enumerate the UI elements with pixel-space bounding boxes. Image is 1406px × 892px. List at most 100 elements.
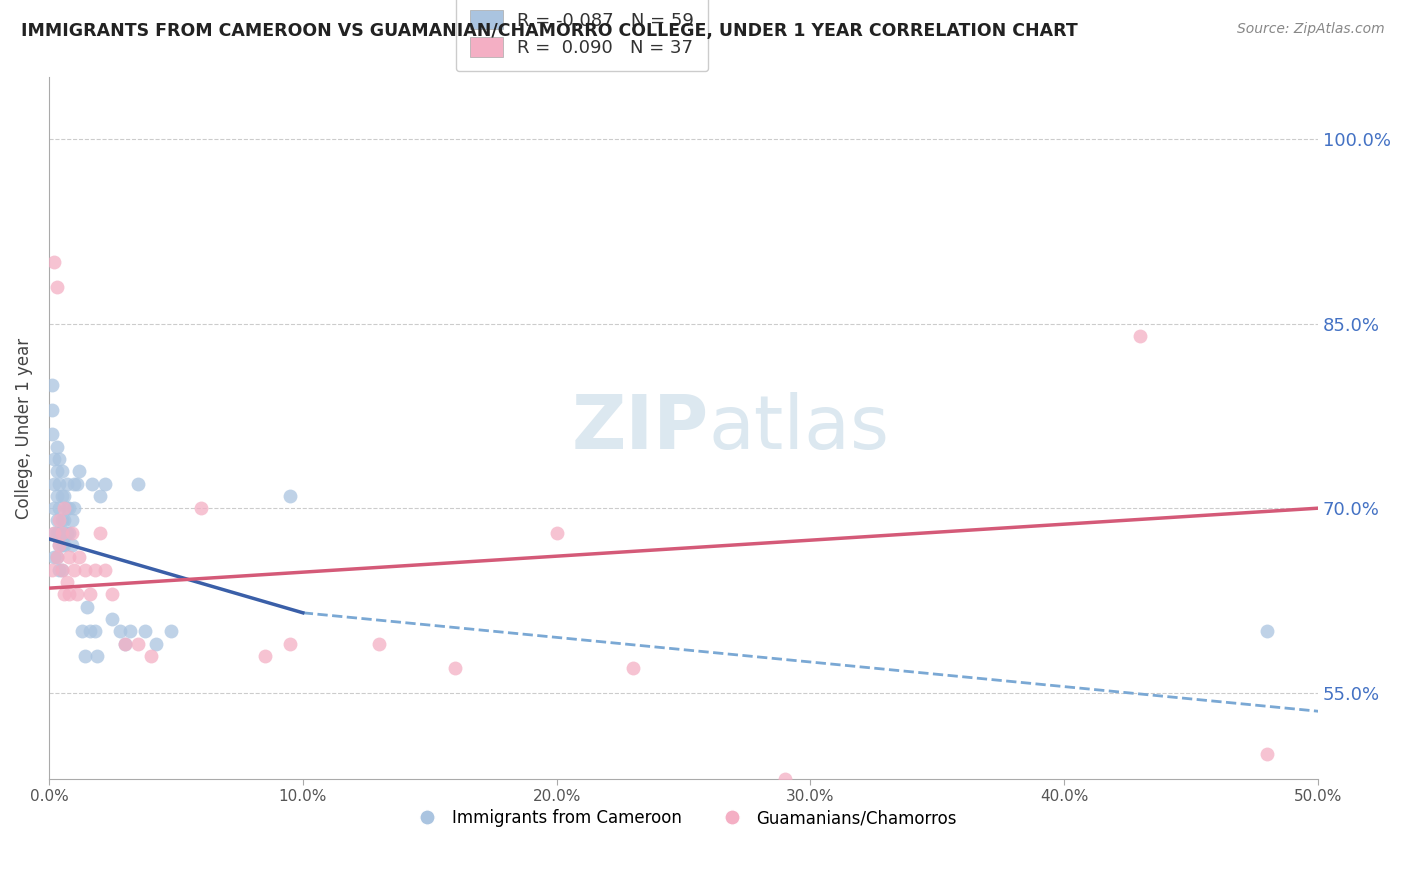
Point [45, 550, 67, 565]
Point [60, 513, 83, 527]
Point [53, 489, 76, 503]
Point [45, 513, 67, 527]
Point [546, 525, 568, 540]
Point [48, 538, 70, 552]
Point [45, 525, 67, 540]
Point [45, 550, 67, 565]
Point [42, 550, 65, 565]
Point [48, 513, 70, 527]
Point [94, 563, 117, 577]
Point [53, 538, 76, 552]
Point [190, 501, 212, 516]
Point [42, 525, 65, 540]
Point [101, 612, 124, 626]
Point [45, 489, 67, 503]
Point [51, 525, 73, 540]
Point [73, 648, 96, 663]
Point [63, 563, 86, 577]
Point [55, 574, 77, 589]
Point [48, 525, 70, 540]
Point [53, 501, 76, 516]
Point [51, 513, 73, 527]
Point [79, 587, 101, 601]
Point [134, 624, 156, 639]
Point [42, 255, 65, 269]
Point [73, 563, 96, 577]
Point [55, 501, 77, 516]
Point [278, 636, 301, 650]
Point [63, 501, 86, 516]
Point [70, 624, 93, 639]
Point [41, 378, 63, 392]
Point [42, 452, 65, 467]
Point [45, 440, 67, 454]
Point [139, 648, 162, 663]
Point [444, 661, 467, 675]
Point [86, 648, 108, 663]
Y-axis label: College, Under 1 year: College, Under 1 year [15, 337, 32, 519]
Point [120, 624, 142, 639]
Point [58, 550, 80, 565]
Point [55, 525, 77, 540]
Point [41, 402, 63, 417]
Text: ZIP: ZIP [572, 392, 709, 465]
Point [1129, 329, 1152, 343]
Point [101, 587, 124, 601]
Point [108, 624, 131, 639]
Point [51, 525, 73, 540]
Point [63, 476, 86, 491]
Point [79, 624, 101, 639]
Point [82, 476, 104, 491]
Point [48, 501, 70, 516]
Point [42, 476, 65, 491]
Point [89, 525, 111, 540]
Point [58, 525, 80, 540]
Point [58, 501, 80, 516]
Text: IMMIGRANTS FROM CAMEROON VS GUAMANIAN/CHAMORRO COLLEGE, UNDER 1 YEAR CORRELATION: IMMIGRANTS FROM CAMEROON VS GUAMANIAN/CH… [21, 22, 1078, 40]
Point [89, 489, 111, 503]
Point [51, 464, 73, 478]
Point [53, 513, 76, 527]
Point [66, 476, 89, 491]
Point [253, 648, 276, 663]
Point [48, 563, 70, 577]
Point [51, 538, 73, 552]
Point [773, 772, 796, 786]
Point [83, 624, 105, 639]
Point [83, 563, 105, 577]
Point [159, 624, 181, 639]
Point [48, 452, 70, 467]
Point [145, 636, 167, 650]
Point [51, 563, 73, 577]
Point [48, 538, 70, 552]
Point [94, 476, 117, 491]
Point [114, 636, 136, 650]
Point [53, 587, 76, 601]
Point [368, 636, 391, 650]
Point [51, 489, 73, 503]
Point [621, 661, 644, 675]
Point [76, 599, 98, 614]
Point [42, 501, 65, 516]
Point [1256, 747, 1278, 762]
Point [67, 550, 90, 565]
Point [60, 525, 83, 540]
Point [278, 489, 301, 503]
Point [42, 525, 65, 540]
Point [45, 464, 67, 478]
Point [127, 476, 149, 491]
Point [127, 636, 149, 650]
Point [48, 476, 70, 491]
Point [66, 587, 89, 601]
Legend: Immigrants from Cameroon, Guamanians/Chamorros: Immigrants from Cameroon, Guamanians/Cha… [404, 803, 963, 834]
Point [58, 587, 80, 601]
Text: atlas: atlas [709, 392, 890, 465]
Point [41, 563, 63, 577]
Point [51, 563, 73, 577]
Point [1256, 624, 1278, 639]
Point [41, 427, 63, 442]
Point [60, 538, 83, 552]
Text: Source: ZipAtlas.com: Source: ZipAtlas.com [1237, 22, 1385, 37]
Point [67, 464, 90, 478]
Point [45, 279, 67, 293]
